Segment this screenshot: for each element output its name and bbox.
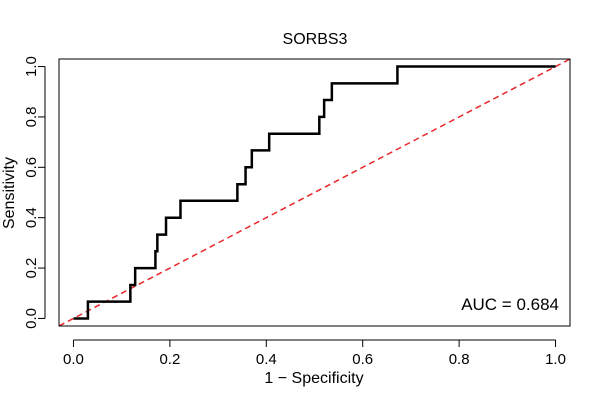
roc-curve-line (73, 65, 556, 320)
plot-frame (58, 58, 571, 327)
x-tick-label: 0.6 (352, 351, 373, 368)
x-tick-label: 0.8 (449, 351, 470, 368)
x-tick-label: 1.0 (545, 351, 566, 368)
x-tick-label: 0.0 (63, 351, 84, 368)
x-axis-label: 1 − Specificity (264, 370, 363, 387)
y-tick-label: 0.8 (23, 107, 40, 128)
y-tick-label: 0.2 (23, 258, 40, 279)
y-tick-label: 0.4 (23, 207, 40, 228)
auc-annotation: AUC = 0.684 (461, 295, 559, 314)
x-tick-label: 0.4 (256, 351, 277, 368)
y-tick-label: 0.0 (23, 308, 40, 329)
y-tick-label: 0.6 (23, 157, 40, 178)
y-tick-label: 1.0 (23, 56, 40, 77)
x-tick-label: 0.2 (159, 351, 180, 368)
y-axis-label: Sensitivity (1, 157, 18, 229)
chance-diagonal-line (59, 59, 570, 326)
chart-title: SORBS3 (283, 31, 348, 48)
